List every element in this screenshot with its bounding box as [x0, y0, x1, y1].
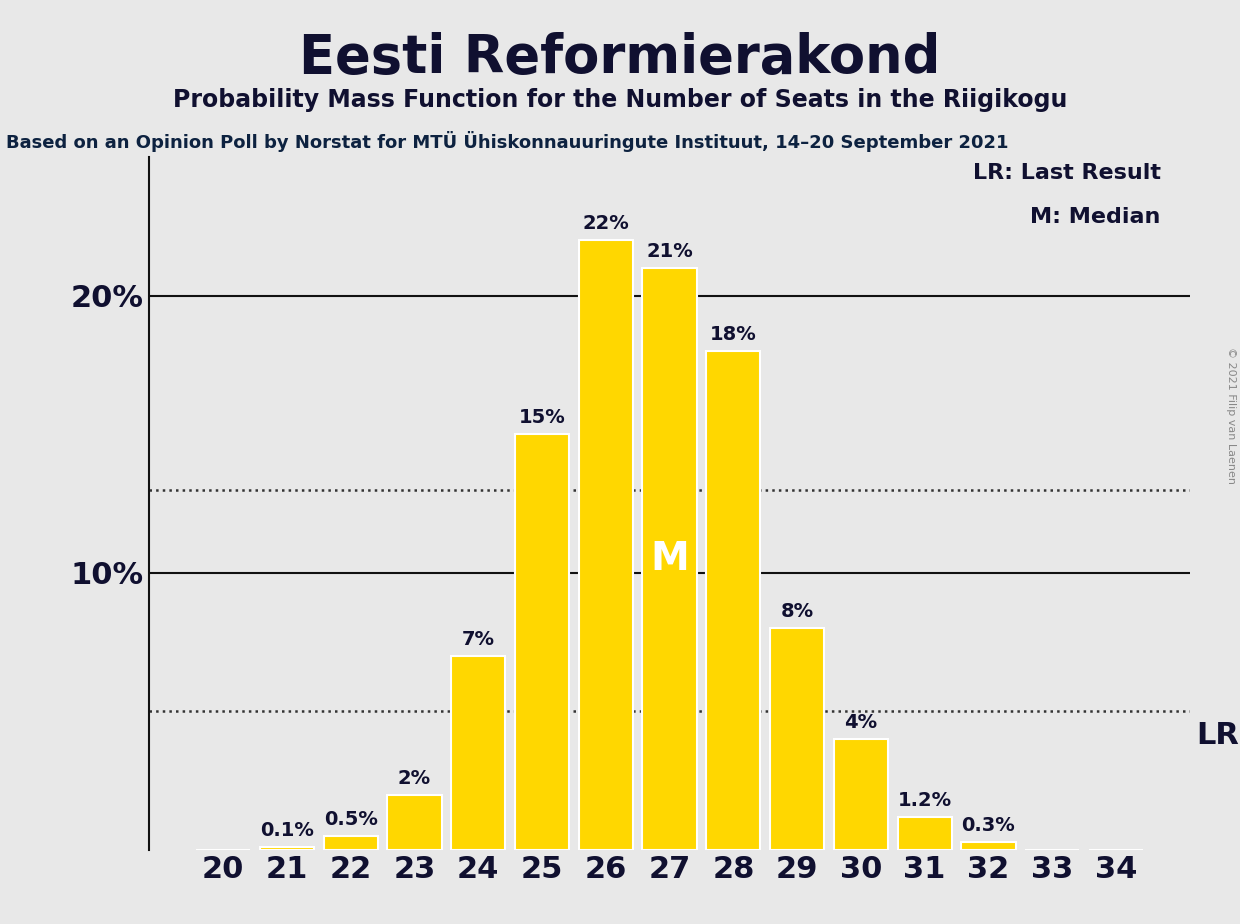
Text: M: M [650, 540, 689, 578]
Text: Eesti Reformierakond: Eesti Reformierakond [299, 32, 941, 84]
Text: 22%: 22% [583, 214, 629, 234]
Text: 18%: 18% [711, 325, 756, 345]
Text: 0.5%: 0.5% [324, 810, 378, 830]
Text: M: Median: M: Median [1030, 207, 1161, 227]
Text: LR: LR [1197, 721, 1240, 749]
Text: © 2021 Filip van Laenen: © 2021 Filip van Laenen [1226, 347, 1236, 484]
Bar [260, 847, 314, 850]
Bar [770, 628, 825, 850]
Bar [515, 434, 569, 850]
Bar [451, 656, 506, 850]
Text: 1.2%: 1.2% [898, 791, 952, 809]
Text: 21%: 21% [646, 242, 693, 261]
Text: Based on an Opinion Poll by Norstat for MTÜ Ühiskonnauuringute Instituut, 14–20 : Based on an Opinion Poll by Norstat for … [6, 131, 1008, 152]
Bar [324, 836, 378, 850]
Text: 4%: 4% [844, 713, 878, 732]
Bar [833, 739, 888, 850]
Bar [707, 351, 760, 850]
Text: Probability Mass Function for the Number of Seats in the Riigikogu: Probability Mass Function for the Number… [172, 88, 1068, 112]
Text: LR: Last Result: LR: Last Result [972, 163, 1161, 183]
Text: 0.3%: 0.3% [961, 816, 1016, 835]
Bar [642, 268, 697, 850]
Bar [387, 795, 441, 850]
Text: 7%: 7% [461, 630, 495, 649]
Bar [579, 240, 632, 850]
Text: 8%: 8% [780, 602, 813, 621]
Bar [961, 842, 1016, 850]
Text: 2%: 2% [398, 769, 432, 787]
Text: 15%: 15% [518, 408, 565, 427]
Bar [898, 817, 952, 850]
Text: 0.1%: 0.1% [260, 821, 314, 841]
